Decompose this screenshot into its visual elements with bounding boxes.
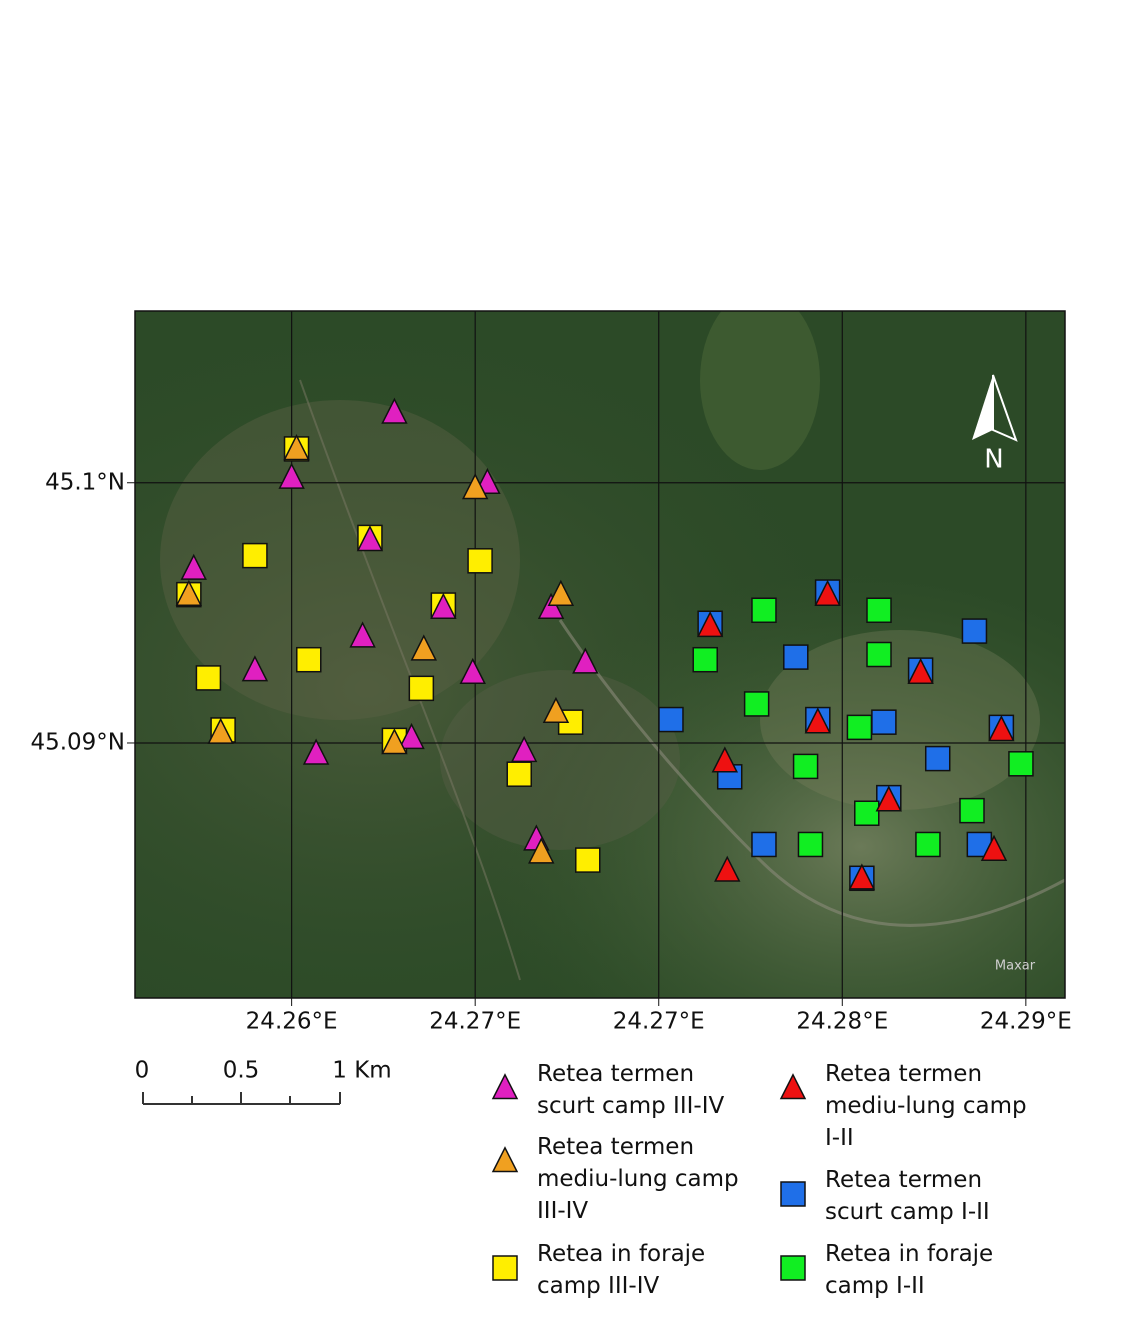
square-marker [751, 597, 777, 624]
square-marker [854, 800, 880, 826]
triangle-marker [356, 525, 384, 552]
triangle-marker [430, 592, 457, 619]
triangle-marker [542, 696, 570, 724]
scale-label: 0.5 [223, 1058, 260, 1084]
y-tick-label: 45.1°N [45, 469, 125, 495]
square-marker [1008, 751, 1034, 777]
triangle-marker [528, 837, 555, 864]
triangle-marker [814, 579, 841, 606]
square-marker [296, 646, 322, 673]
square-marker [792, 753, 819, 780]
triangle-marker [988, 715, 1015, 742]
legend-label: Retea in foraje camp I-II [825, 1241, 994, 1299]
legend-label: Retea in foraje camp III-IV [537, 1241, 706, 1299]
triangle-marker [907, 657, 934, 685]
imagery [135, 311, 1065, 998]
square-marker [575, 847, 601, 873]
square-marker [924, 745, 951, 772]
triangle-marker [714, 855, 741, 882]
square-marker [783, 644, 809, 670]
triangle-marker [696, 611, 724, 638]
square-marker [658, 706, 684, 733]
square-marker [743, 691, 770, 717]
x-tick-label: 24.27°E [613, 1009, 705, 1035]
square-marker [780, 1181, 806, 1207]
grid [135, 311, 1065, 998]
triangle-marker [381, 397, 408, 424]
triangle-marker [980, 834, 1008, 861]
square-marker [467, 548, 493, 574]
square-marker [871, 709, 897, 735]
triangle-marker [491, 1073, 519, 1100]
square-marker [492, 1255, 518, 1281]
square-marker [915, 831, 941, 858]
x-tick-label: 24.26°E [246, 1009, 338, 1035]
triangle-marker [302, 738, 330, 765]
triangle-marker [804, 707, 832, 734]
x-tick-label: 24.29°E [980, 1009, 1072, 1035]
map-frame [134, 310, 1066, 999]
legend-label: Retea termen mediu-lung camp I-II [825, 1061, 1027, 1151]
y-tick-label: 45.09°N [30, 729, 125, 755]
square-marker [408, 675, 435, 702]
points [175, 397, 1034, 892]
triangle-marker [779, 1073, 807, 1100]
square-marker [797, 831, 824, 858]
north-arrow: N [972, 374, 1018, 475]
square-marker [242, 542, 268, 569]
triangle-marker [241, 655, 269, 682]
triangle-marker [398, 722, 425, 750]
square-marker [866, 597, 892, 624]
square-marker [692, 646, 718, 673]
scale-bar: 0 0.5 1 Km [135, 1058, 392, 1105]
x-tick-label: 24.27°E [429, 1009, 521, 1035]
square-marker [751, 831, 777, 858]
legend-label: Retea termen scurt camp I-II [825, 1167, 990, 1225]
legend [491, 1073, 807, 1281]
square-marker [195, 665, 222, 691]
legend-label: Retea termen scurt camp III-IV [537, 1061, 725, 1119]
triangle-marker [461, 473, 489, 500]
x-tick-label: 24.28°E [796, 1009, 888, 1035]
triangle-marker [572, 647, 599, 674]
square-marker [961, 618, 988, 644]
square-marker [780, 1255, 806, 1281]
triangle-marker [547, 579, 575, 606]
square-marker [959, 797, 985, 824]
north-label: N [984, 445, 1003, 475]
triangle-marker [283, 434, 310, 461]
triangle-marker [175, 579, 203, 606]
square-marker [866, 641, 892, 668]
scale-label: 1 Km [332, 1058, 391, 1084]
square-marker [846, 714, 873, 741]
triangle-marker [410, 634, 438, 661]
scale-label: 0 [135, 1058, 150, 1084]
triangle-marker [180, 553, 207, 580]
triangle-marker [537, 592, 565, 619]
triangle-marker [459, 657, 486, 685]
attribution: Maxar [995, 959, 1036, 974]
triangle-marker [510, 735, 538, 763]
triangle-marker [491, 1146, 519, 1173]
triangle-marker [349, 621, 376, 648]
triangle-marker [278, 462, 305, 489]
triangle-marker [207, 717, 234, 744]
triangle-marker [875, 785, 903, 812]
legend-label: Retea termen mediu-lung camp III-IV [537, 1134, 739, 1224]
triangle-marker [711, 746, 739, 773]
triangle-marker [848, 863, 876, 890]
triangle-marker [381, 728, 408, 755]
square-marker [506, 761, 532, 787]
